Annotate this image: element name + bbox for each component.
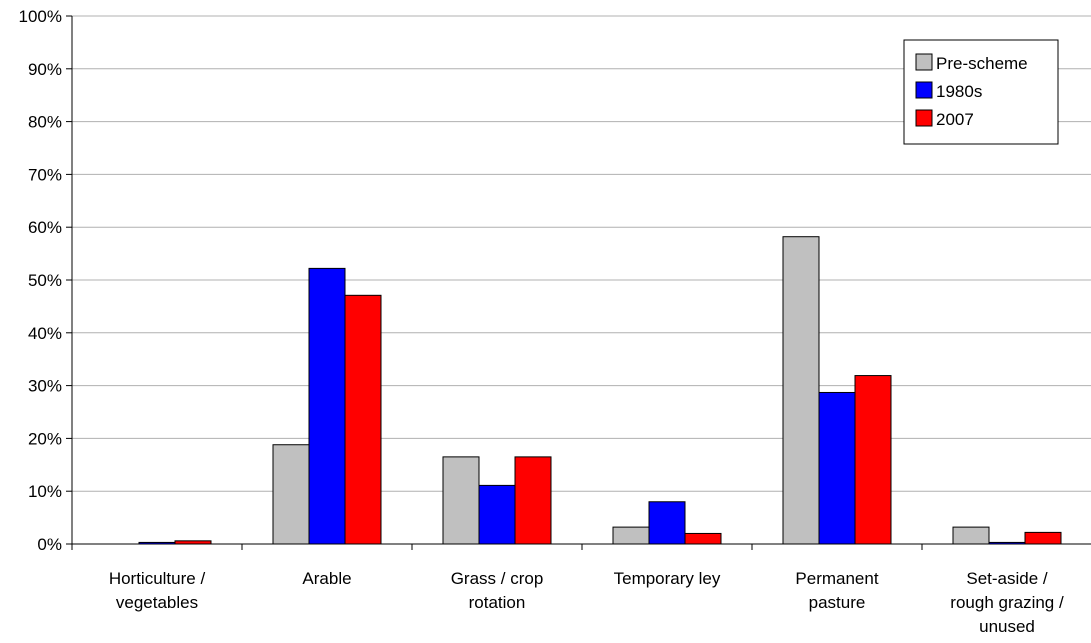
legend-label: 2007 [936, 110, 974, 129]
x-tick-label: Temporary ley [614, 569, 721, 588]
x-tick-label: pasture [809, 593, 866, 612]
bar-2007-3 [684, 532, 722, 545]
axes [66, 15, 1091, 550]
bar-1980s-0 [138, 541, 176, 545]
x-tick-label: Permanent [795, 569, 878, 588]
x-tick-label: rough grazing / [950, 593, 1064, 612]
x-tick-label: vegetables [116, 593, 198, 612]
bar-2007-5 [1024, 531, 1062, 545]
y-tick-label: 70% [28, 165, 62, 184]
y-tick-label: 50% [28, 271, 62, 290]
bar-1980s-4 [818, 391, 856, 545]
bar-1980s-2 [478, 484, 516, 545]
x-tick-label: Horticulture / [109, 569, 206, 588]
tick-labels: 0% 10% 20% 30% 40% 50% 60% 70% 80% 90% 100% Horticu… [19, 7, 1064, 636]
y-tick-label: 10% [28, 482, 62, 501]
bar-1980s-1 [308, 267, 346, 545]
legend-label: 1980s [936, 82, 982, 101]
bar-pre-scheme-3 [612, 526, 650, 545]
y-tick-label: 90% [28, 60, 62, 79]
gridlines [72, 15, 1091, 492]
y-tick-label: 100% [19, 7, 62, 26]
x-tick-label: Grass / crop [451, 569, 544, 588]
bar-1980s-3 [648, 501, 686, 545]
x-tick-label: Arable [302, 569, 351, 588]
bar-pre-scheme-2 [442, 456, 480, 545]
y-tick-label: 30% [28, 377, 62, 396]
legend-swatch [915, 109, 933, 127]
legend-label: Pre-scheme [936, 54, 1028, 73]
bar-pre-scheme-4 [782, 236, 820, 545]
y-tick-label: 40% [28, 324, 62, 343]
bar-2007-0 [174, 540, 212, 545]
y-tick-label: 60% [28, 218, 62, 237]
y-tick-label: 20% [28, 429, 62, 448]
y-tick-label: 0% [37, 535, 62, 554]
x-tick-label: unused [979, 617, 1035, 636]
bars [138, 236, 1062, 545]
legend-swatch [915, 81, 933, 99]
bar-2007-2 [514, 456, 552, 545]
y-tick-label: 80% [28, 113, 62, 132]
bar-2007-4 [854, 375, 892, 545]
x-tick-label: rotation [469, 593, 526, 612]
bar-pre-scheme-1 [272, 444, 310, 545]
bar-2007-1 [344, 294, 382, 545]
x-tick-label: Set-aside / [966, 569, 1048, 588]
legend-swatch [915, 53, 933, 71]
bar-pre-scheme-5 [952, 526, 990, 545]
legend: Pre-scheme 1980s 2007 [903, 39, 1059, 145]
bar-1980s-5 [988, 541, 1026, 545]
